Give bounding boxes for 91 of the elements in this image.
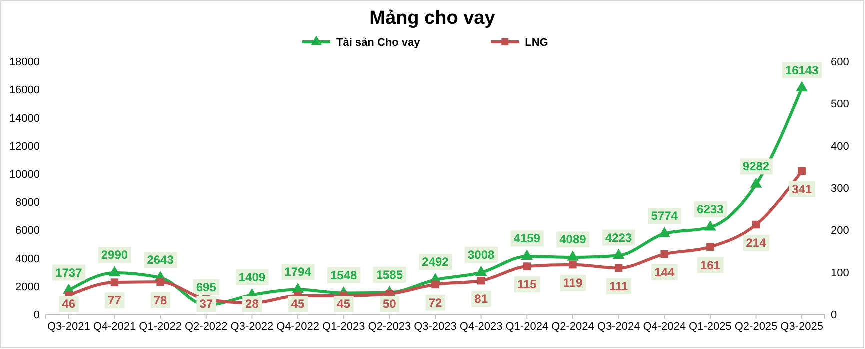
data-label: 161 (700, 258, 721, 272)
data-label: 111 (609, 279, 628, 294)
x-tick-label: Q2-2024 (552, 320, 594, 333)
y2-tick-label: 500 (831, 98, 850, 111)
point (614, 264, 623, 272)
point (110, 278, 119, 286)
data-label: 4089 (560, 232, 587, 247)
data-label: 6233 (697, 202, 724, 217)
data-label: 50 (382, 297, 397, 312)
y2-tick-label: 0 (831, 310, 838, 322)
data-label: 78 (154, 293, 168, 308)
point (156, 278, 164, 286)
y-tick-label: 18000 (9, 56, 40, 69)
x-tick-label: Q3-2021 (48, 320, 90, 333)
data-label: 5774 (651, 209, 678, 224)
data-label: 144 (654, 265, 675, 280)
y-tick-label: 6000 (16, 225, 40, 238)
point (567, 250, 579, 261)
point (569, 260, 577, 269)
data-label: 2492 (422, 255, 450, 270)
data-label: 72 (428, 296, 442, 310)
data-label: 81 (474, 292, 488, 306)
data-label: 119 (563, 276, 583, 290)
data-label: 115 (517, 278, 538, 292)
x-tick-label: Q3-2022 (230, 320, 274, 333)
x-tick-label: Q4-2023 (460, 320, 503, 333)
y2-tick-label: 200 (831, 225, 850, 238)
point (798, 167, 806, 176)
point (706, 243, 714, 251)
x-tick-label: Q1-2025 (689, 320, 732, 333)
y2-tick-label: 100 (831, 267, 850, 280)
y-tick-label: 4000 (16, 253, 40, 266)
y-tick-label: 8000 (16, 197, 40, 210)
x-tick-label: Q3-2025 (780, 320, 824, 333)
point (475, 266, 488, 276)
data-label: 1548 (330, 268, 358, 282)
y-tick-label: 14000 (9, 112, 40, 125)
data-label: 77 (108, 294, 122, 308)
data-label: 4223 (605, 230, 632, 245)
x-tick-label: Q2-2025 (734, 320, 778, 333)
point (796, 81, 808, 92)
chart-title: Mảng cho vay (370, 8, 496, 29)
x-tick-label: Q2-2022 (184, 320, 228, 333)
point (752, 220, 760, 229)
data-label: 28 (246, 297, 260, 312)
x-tick-label: Q1-2023 (322, 320, 366, 333)
x-tick-label: Q1-2022 (139, 320, 182, 333)
legend-label: LNG (525, 36, 548, 49)
data-label: 46 (62, 297, 76, 312)
y-tick-label: 16000 (9, 84, 40, 97)
x-tick-label: Q3-2024 (597, 320, 640, 333)
point (704, 220, 716, 231)
data-label: 1585 (376, 268, 404, 282)
data-label: 45 (337, 297, 351, 312)
point (108, 266, 121, 276)
point (477, 276, 486, 285)
data-label: 45 (291, 297, 306, 312)
point (521, 250, 534, 260)
data-label: 4159 (514, 232, 541, 246)
point (658, 227, 671, 238)
point (523, 262, 532, 270)
data-label: 341 (792, 182, 812, 196)
x-tick-label: Q1-2024 (506, 320, 549, 333)
point (660, 250, 668, 258)
data-label: 1409 (238, 270, 266, 284)
x-tick-label: Q3-2023 (414, 320, 457, 333)
data-label: 37 (200, 297, 214, 312)
x-tick-label: Q4-2022 (276, 320, 320, 333)
data-label: 1794 (284, 264, 312, 279)
data-label: 2990 (101, 248, 128, 262)
y-tick-label: 10000 (9, 168, 40, 181)
data-label: 3008 (468, 248, 495, 262)
y2-tick-label: 300 (831, 183, 850, 196)
y2-tick-label: 400 (831, 140, 850, 153)
y-tick-label: 2000 (16, 281, 40, 294)
y2-tick-label: 600 (831, 56, 850, 69)
data-label: 2643 (147, 253, 174, 268)
point (432, 280, 440, 289)
data-label: 1737 (56, 266, 83, 280)
data-label: 214 (746, 236, 767, 250)
data-label: 16143 (785, 63, 820, 78)
x-tick-label: Q4-2021 (93, 320, 136, 333)
data-label: 9282 (742, 160, 770, 174)
y-tick-label: 0 (34, 310, 40, 322)
x-tick-label: Q4-2024 (643, 320, 686, 333)
x-tick-label: Q2-2023 (368, 320, 412, 333)
y-tick-label: 12000 (9, 140, 40, 153)
point (612, 248, 625, 260)
legend-label: Tài sản Cho vay (336, 36, 422, 49)
data-label: 695 (196, 280, 217, 294)
point (750, 178, 762, 188)
